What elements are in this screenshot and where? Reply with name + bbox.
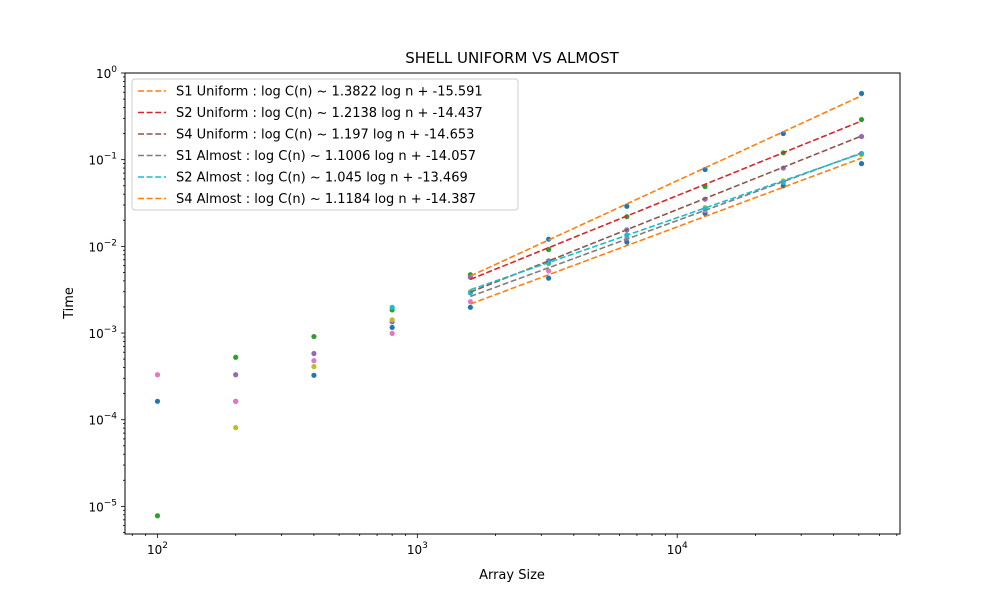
y-tick-label: 100	[96, 65, 117, 81]
fit-line	[470, 120, 862, 281]
data-point	[311, 350, 317, 357]
x-tick-base: 10	[667, 543, 682, 557]
data-point	[702, 166, 708, 173]
legend: S1 Uniform : log C(n) ~ 1.3822 log n + -…	[131, 78, 519, 211]
data-point	[624, 203, 630, 209]
y-tick-exponent: −1	[104, 152, 117, 162]
x-tick-exponent: 2	[162, 541, 168, 551]
data-point	[858, 133, 865, 140]
y-tick-label: 10−3	[88, 325, 117, 341]
data-point	[467, 304, 473, 310]
data-point	[233, 354, 239, 360]
y-tick-base: 10	[96, 67, 111, 81]
x-tick-base: 10	[407, 543, 422, 557]
fit-line	[470, 157, 862, 305]
x-tick-label: 104	[667, 541, 688, 557]
data-point	[233, 372, 239, 378]
data-point	[780, 183, 786, 189]
data-point	[389, 304, 395, 310]
data-point	[546, 275, 552, 281]
y-axis-label: Time	[62, 287, 77, 320]
data-point	[233, 398, 239, 404]
data-point	[154, 513, 161, 519]
x-tick-exponent: 3	[422, 541, 428, 551]
fit-line	[470, 152, 862, 298]
x-tick-label: 103	[407, 541, 428, 557]
y-tick-label: 10−4	[88, 412, 117, 428]
legend-entry: S4 Uniform : log C(n) ~ 1.197 log n + -1…	[176, 128, 474, 143]
legend-entry: S4 Almost : log C(n) ~ 1.1184 log n + -1…	[176, 192, 476, 207]
legend-entry: S2 Almost : log C(n) ~ 1.045 log n + -13…	[176, 171, 468, 186]
y-tick-base: 10	[88, 240, 103, 254]
legend-entry: S1 Uniform : log C(n) ~ 1.3822 log n + -…	[176, 85, 483, 100]
legend-entry: S2 Uniform : log C(n) ~ 1.2138 log n + -…	[176, 106, 483, 121]
x-tick-base: 10	[147, 543, 162, 557]
data-point	[624, 239, 630, 245]
data-point	[389, 317, 395, 323]
data-point	[858, 90, 865, 97]
y-tick-exponent: −4	[104, 412, 118, 422]
data-point	[311, 372, 317, 378]
y-tick-exponent: −5	[104, 498, 117, 508]
y-tick-base: 10	[88, 500, 103, 514]
fit-line	[470, 152, 862, 291]
plot-area	[154, 90, 865, 519]
data-point	[858, 116, 865, 123]
y-tick-exponent: −3	[104, 325, 117, 335]
data-point	[154, 398, 161, 404]
y-tick-label: 10−5	[88, 498, 117, 514]
data-point	[389, 330, 395, 337]
x-tick-exponent: 4	[682, 541, 688, 551]
data-point	[154, 372, 161, 378]
legend-box	[131, 78, 519, 211]
y-tick-base: 10	[88, 414, 103, 428]
data-point	[780, 130, 786, 137]
y-tick-base: 10	[88, 154, 103, 168]
y-tick-label: 10−1	[88, 152, 117, 168]
data-point	[311, 358, 317, 364]
data-point	[858, 161, 865, 167]
axes-frame	[124, 72, 901, 535]
chart-title: SHELL UNIFORM VS ALMOST	[405, 49, 619, 67]
data-point	[546, 268, 552, 274]
y-tick-exponent: 0	[111, 65, 117, 75]
y-tick-exponent: −2	[104, 238, 117, 248]
fit-line	[470, 94, 862, 277]
data-point	[311, 333, 317, 340]
y-tick-label: 10−2	[88, 238, 117, 254]
fit-line	[470, 135, 862, 293]
x-tick-label: 102	[147, 541, 168, 557]
x-axis-label: Array Size	[479, 568, 545, 583]
data-point	[233, 425, 239, 431]
legend-entry: S1 Almost : log C(n) ~ 1.1006 log n + -1…	[176, 149, 476, 164]
y-tick-base: 10	[88, 327, 103, 341]
data-point	[311, 363, 317, 370]
data-point	[389, 324, 395, 331]
